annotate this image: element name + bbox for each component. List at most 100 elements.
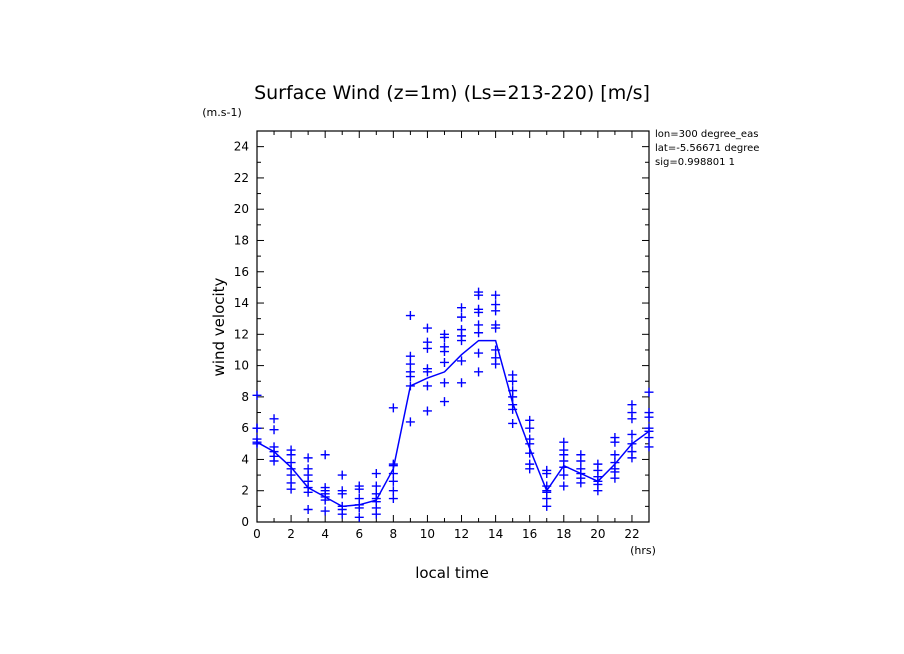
data-point-marker [491,306,500,315]
data-point-marker [423,344,432,353]
x-tick-label: 22 [624,527,639,541]
data-point-marker [270,425,279,434]
data-point-marker [406,381,415,390]
y-axis-label: wind velocity [210,277,228,376]
y-tick-label: 6 [241,421,249,435]
x-tick-label: 18 [556,527,571,541]
x-tick-label: 14 [488,527,503,541]
data-point-marker [270,457,279,466]
x-tick-label: 10 [420,527,435,541]
x-axis-label: local time [415,564,489,582]
data-point-marker [593,486,602,495]
data-point-marker [270,414,279,423]
data-point-marker [508,377,517,386]
data-point-marker [610,438,619,447]
data-point-marker [406,360,415,369]
y-tick-label: 14 [234,296,249,310]
data-point-marker [406,352,415,361]
data-point-marker [389,477,398,486]
y-tick-label: 12 [234,327,249,341]
y-tick-label: 4 [241,452,249,466]
data-point-marker [627,453,636,462]
info-box: lon=300 degree_eas lat=-5.56671 degree s… [655,129,759,168]
data-point-marker [253,391,262,400]
data-point-marker [253,439,262,448]
y-tick-label: 20 [234,202,249,216]
info-lat: lat=-5.56671 degree [655,143,759,154]
y-tick-label: 2 [241,484,249,498]
data-point-marker [406,311,415,320]
info-lon: lon=300 degree_eas [655,129,758,140]
data-point-marker [474,320,483,329]
data-point-marker [457,378,466,387]
data-point-marker [457,303,466,312]
data-point-marker [474,328,483,337]
x-tick-label: 4 [321,527,329,541]
mean-wind-line [257,341,649,507]
data-point-marker [372,482,381,491]
data-point-marker [372,510,381,519]
data-point-marker [559,471,568,480]
data-point-marker [559,482,568,491]
data-point-marker [440,347,449,356]
data-point-marker [440,378,449,387]
data-point-marker [627,400,636,409]
y-tick-label: 24 [234,140,249,154]
data-point-marker [321,450,330,459]
data-point-marker [610,474,619,483]
data-point-marker [474,349,483,358]
plot-frame [257,131,649,522]
x-tick-label: 16 [522,527,537,541]
data-point-marker [576,478,585,487]
y-tick-label: 8 [241,390,249,404]
data-point-marker [508,419,517,428]
x-unit-label: (hrs) [630,544,656,557]
data-point-marker [457,313,466,322]
x-tick-label: 8 [390,527,398,541]
data-point-marker [304,505,313,514]
data-point-marker [389,486,398,495]
data-point-marker [576,457,585,466]
data-point-marker [542,502,551,511]
chart-title: Surface Wind (z=1m) (Ls=213-220) [m/s] [254,82,650,104]
data-point-marker [355,513,364,522]
data-point-marker [423,324,432,333]
data-point-marker [491,360,500,369]
info-sig: sig=0.998801 1 [655,157,735,168]
data-point-marker [423,381,432,390]
data-point-marker [389,494,398,503]
x-tick-label: 0 [253,527,261,541]
data-marks [253,288,654,522]
y-tick-label: 0 [241,515,249,529]
data-point-marker [389,469,398,478]
data-point-marker [287,485,296,494]
x-tick-label: 12 [454,527,469,541]
data-point-marker [321,507,330,516]
data-point-marker [423,406,432,415]
data-point-marker [440,397,449,406]
data-point-marker [491,291,500,300]
data-point-marker [627,414,636,423]
data-point-marker [525,424,534,433]
data-point-marker [525,464,534,473]
data-point-marker [525,416,534,425]
data-point-marker [338,471,347,480]
wind-velocity-chart: Surface Wind (z=1m) (Ls=213-220) [m/s] (… [0,0,904,654]
y-tick-label: 10 [234,359,249,373]
data-point-marker [627,430,636,439]
data-point-marker [338,510,347,519]
data-point-marker [304,453,313,462]
x-tick-label: 6 [355,527,363,541]
data-point-marker [406,417,415,426]
data-point-marker [406,372,415,381]
data-point-marker [287,450,296,459]
data-point-marker [372,469,381,478]
x-tick-label: 20 [590,527,605,541]
y-tick-label: 16 [234,265,249,279]
data-point-marker [542,494,551,503]
y-unit-label: (m.s-1) [202,106,242,119]
data-point-marker [645,413,654,422]
data-point-marker [645,388,654,397]
data-point-marker [440,358,449,367]
